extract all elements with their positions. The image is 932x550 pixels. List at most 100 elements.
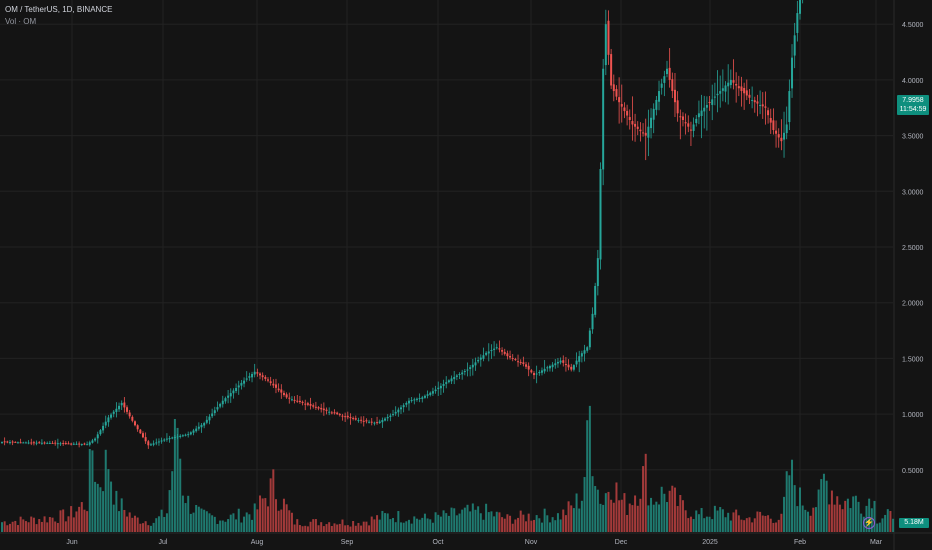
volume-bar — [546, 515, 549, 532]
volume-bar — [775, 522, 778, 532]
candle-body — [62, 443, 65, 445]
volume-bar — [6, 525, 9, 532]
volume-bar — [243, 516, 246, 532]
volume-bar — [333, 523, 336, 532]
candle-body — [783, 132, 786, 140]
candle-body — [126, 407, 129, 412]
volume-bar — [115, 490, 118, 532]
volume-bar — [668, 490, 671, 532]
candle-body — [708, 101, 711, 103]
last-volume-tag: 5.18M — [899, 518, 929, 528]
candle-body — [687, 123, 690, 127]
candle-body — [567, 364, 570, 368]
candle-body — [30, 442, 33, 444]
volume-bar — [485, 503, 488, 532]
volume-bar — [336, 524, 339, 532]
volume-bar — [256, 509, 259, 532]
candle-body — [519, 362, 522, 364]
volume-bar — [857, 501, 860, 532]
volume-bar — [889, 510, 892, 532]
candle-body — [11, 441, 14, 443]
candle-body — [639, 129, 642, 132]
volume-bar — [112, 504, 115, 532]
volume-indicator-label[interactable]: Vol · OM — [5, 17, 37, 26]
candle-body — [559, 360, 562, 363]
candle-body — [429, 392, 432, 395]
y-tick-label: 1.0000 — [902, 412, 924, 419]
candle-body — [192, 430, 195, 433]
candle-body — [711, 99, 714, 105]
candle-body — [306, 403, 309, 405]
volume-bar — [719, 507, 722, 532]
volume-bar — [282, 498, 285, 532]
candle-body — [612, 84, 615, 92]
candle-body — [509, 355, 512, 358]
candle-body — [761, 104, 764, 107]
candle-body — [24, 442, 27, 444]
volume-bar — [785, 471, 788, 532]
volume-bar — [152, 522, 155, 532]
volume-bar — [389, 519, 392, 532]
volume-bar — [126, 516, 129, 532]
volume-bar — [846, 498, 849, 532]
candle-body — [304, 403, 307, 405]
volume-bar — [753, 518, 756, 532]
candle-body — [644, 132, 647, 136]
volume-bar — [455, 515, 458, 532]
volume-bar — [666, 502, 668, 532]
volume-bar — [727, 512, 730, 532]
volume-bar — [328, 522, 331, 532]
candle-body — [533, 373, 535, 376]
volume-bar — [386, 513, 389, 532]
volume-bar — [147, 525, 150, 532]
candle-body — [570, 366, 573, 370]
candle-body — [102, 425, 105, 431]
volume-bar — [849, 508, 852, 532]
volume-bar — [538, 518, 541, 532]
candle-body — [540, 370, 543, 373]
volume-bar — [631, 505, 634, 532]
volume-bar — [211, 515, 214, 532]
candle-body — [697, 113, 700, 118]
candle-body — [243, 380, 246, 384]
volume-bar — [658, 504, 661, 532]
volume-bar — [46, 522, 49, 532]
volume-bar — [735, 509, 738, 532]
volume-bar — [86, 511, 89, 532]
volume-bar — [80, 502, 83, 532]
candle-body — [548, 365, 551, 369]
volume-bar — [812, 507, 815, 532]
volume-bar — [83, 509, 86, 532]
volume-bar — [110, 481, 113, 532]
x-tick-label: Dec — [615, 539, 628, 546]
candle-body — [721, 88, 724, 91]
candle-body — [83, 443, 86, 445]
candle-body — [604, 24, 607, 66]
volume-bar — [72, 517, 75, 532]
candle-body — [564, 364, 567, 366]
candle-body — [650, 117, 653, 129]
candle-body — [112, 411, 115, 414]
volume-bar — [176, 427, 179, 532]
volume-bar — [822, 473, 825, 532]
candle-body — [208, 416, 211, 421]
candle-body — [309, 404, 312, 406]
volume-bar — [157, 516, 160, 532]
symbol-title[interactable]: OM / TetherUS, 1D, BINANCE — [5, 5, 113, 14]
volume-bar — [346, 525, 349, 532]
volume-bar — [59, 510, 62, 532]
volume-bar — [602, 504, 605, 532]
candle-body — [253, 371, 256, 375]
lightning-icon[interactable]: ⚡ — [863, 517, 875, 529]
volume-bar — [298, 525, 301, 532]
volume-bar — [479, 513, 482, 532]
candle-body — [336, 412, 339, 415]
volume-bar — [155, 518, 158, 532]
candle-body — [799, 0, 801, 14]
candle-body — [525, 364, 528, 367]
candle-body — [314, 406, 317, 408]
candle-body — [453, 376, 456, 380]
volume-bar — [804, 509, 807, 532]
